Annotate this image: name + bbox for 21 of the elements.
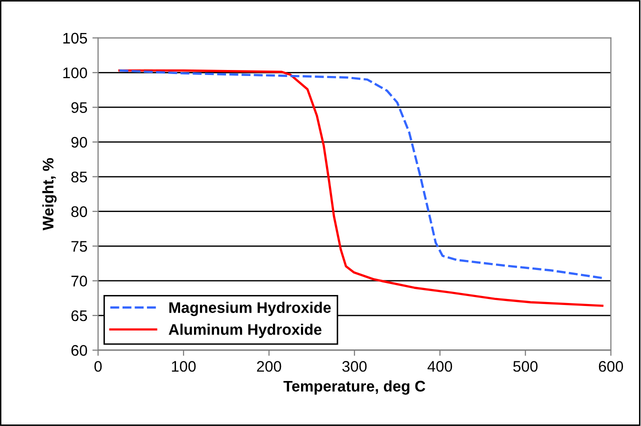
x-axis-title: Temperature, deg C — [283, 380, 426, 395]
x-tick-label: 0 — [94, 360, 102, 372]
legend-label: Magnesium Hydroxide — [169, 302, 331, 316]
x-tick-label: 600 — [598, 360, 624, 372]
x-tick-label: 400 — [428, 360, 452, 372]
y-tick-label: 100 — [63, 67, 88, 78]
y-tick-label: 65 — [71, 310, 88, 322]
x-tick-label: 500 — [513, 360, 538, 372]
y-tick-label: 90 — [71, 136, 88, 148]
y-tick-label: 75 — [71, 241, 88, 252]
legend-label: Aluminum Hydroxide — [168, 324, 322, 338]
x-tick-label: 200 — [257, 360, 282, 372]
y-tick-label: 85 — [71, 172, 88, 182]
y-tick-label: 70 — [71, 276, 88, 286]
y-tick-label: 105 — [63, 32, 88, 44]
y-axis-title: Weight, % — [42, 158, 57, 230]
y-tick-label: 95 — [71, 102, 88, 113]
x-tick-label: 300 — [342, 360, 367, 372]
y-tick-label: 60 — [71, 345, 88, 356]
y-tick-label: 80 — [71, 206, 88, 218]
x-tick-label: 100 — [172, 360, 196, 372]
